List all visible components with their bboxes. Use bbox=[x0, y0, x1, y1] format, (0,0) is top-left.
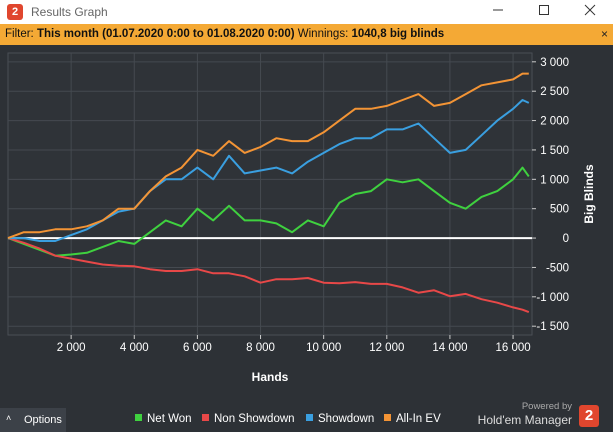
y-tick-label: -1 000 bbox=[536, 292, 569, 304]
y-tick-label: 0 bbox=[563, 233, 569, 245]
x-tick-label: 16 000 bbox=[495, 342, 530, 354]
y-tick-label: 2 000 bbox=[540, 116, 569, 128]
legend-item-non-showdown[interactable]: Non Showdown bbox=[202, 413, 295, 425]
legend-label: Showdown bbox=[318, 413, 375, 425]
close-button[interactable] bbox=[567, 0, 613, 24]
filter-value: This month (01.07.2020 0:00 to 01.08.202… bbox=[36, 28, 295, 40]
legend-swatch bbox=[384, 414, 391, 421]
filter-label: Filter: bbox=[5, 28, 34, 40]
minimize-icon bbox=[493, 9, 503, 11]
brand-logo-icon: 2 bbox=[579, 405, 599, 427]
legend-item-net-won[interactable]: Net Won bbox=[135, 413, 192, 425]
y-tick-label: 1 500 bbox=[540, 145, 569, 157]
x-tick-label: 2 000 bbox=[57, 342, 86, 354]
plot-background bbox=[7, 52, 533, 336]
series-line-net-won bbox=[7, 166, 530, 257]
legend-label: All-In EV bbox=[396, 413, 441, 425]
x-tick-label: 6 000 bbox=[183, 342, 212, 354]
powered-by-label: Powered by bbox=[521, 401, 572, 412]
chevron-up-icon: ˄ bbox=[6, 413, 12, 423]
x-tick-label: 10 000 bbox=[306, 342, 341, 354]
brand-name: Hold'em Manager bbox=[477, 413, 572, 427]
y-tick-label: 3 000 bbox=[540, 57, 569, 69]
close-icon bbox=[584, 4, 596, 16]
results-chart: 2 000 4 000 6 000 8 000 10 000 12 000 14 000 16… bbox=[7, 52, 596, 384]
winnings-label: Winnings: bbox=[297, 28, 349, 40]
legend-swatch bbox=[306, 414, 313, 421]
maximize-button[interactable] bbox=[521, 0, 567, 24]
legend-item-showdown[interactable]: Showdown bbox=[306, 413, 374, 425]
y-tick-label: 2 500 bbox=[540, 86, 569, 98]
window-title: Results Graph bbox=[31, 5, 108, 19]
x-tick-label: 4 000 bbox=[120, 342, 149, 354]
app-logo-icon: 2 bbox=[7, 4, 23, 20]
legend-item-all-in-ev[interactable]: All-In EV bbox=[384, 413, 441, 425]
results-graph: 2 000 4 000 6 000 8 000 10 000 12 000 14 000 16… bbox=[0, 45, 613, 407]
y-tick-label: 1 000 bbox=[540, 174, 569, 186]
minimize-button[interactable] bbox=[475, 0, 521, 24]
y-axis-label: Big Blinds bbox=[582, 164, 596, 224]
title-bar: 2 Results Graph bbox=[0, 0, 613, 24]
winnings-value: 1040,8 big blinds bbox=[351, 28, 445, 40]
legend-label: Non Showdown bbox=[214, 413, 295, 425]
filter-bar: Filter: This month (01.07.2020 0:00 to 0… bbox=[0, 24, 613, 45]
legend-swatch bbox=[202, 414, 209, 421]
series-line-all-in-ev bbox=[7, 72, 529, 240]
x-tick-label: 14 000 bbox=[432, 342, 467, 354]
y-tick-label: -500 bbox=[546, 262, 569, 274]
x-tick-label: 12 000 bbox=[369, 342, 404, 354]
x-tick-label: 8 000 bbox=[246, 342, 275, 354]
legend-swatch bbox=[135, 414, 142, 421]
options-button[interactable]: ˄ Options bbox=[0, 408, 66, 432]
filter-close-button[interactable]: × bbox=[600, 27, 608, 41]
x-axis-label: Hands bbox=[252, 370, 289, 384]
legend-label: Net Won bbox=[147, 413, 192, 425]
maximize-icon bbox=[539, 5, 549, 15]
y-tick-label: -1 500 bbox=[536, 321, 569, 333]
series-line-non-showdown bbox=[7, 237, 530, 314]
y-tick-label: 500 bbox=[550, 204, 569, 216]
options-label: Options bbox=[24, 414, 62, 426]
